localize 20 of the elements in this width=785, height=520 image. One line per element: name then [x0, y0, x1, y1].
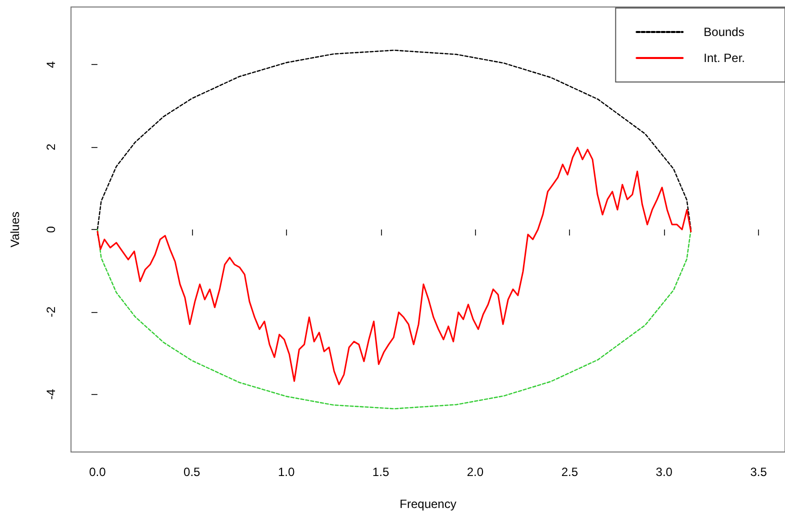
y-tick-label: -2 [44, 306, 58, 318]
y-tick-label: 4 [44, 61, 58, 68]
x-tick-label: 0.5 [184, 465, 201, 479]
x-axis-title: Frequency [400, 497, 456, 511]
x-tick-label: 1.0 [278, 465, 295, 479]
y-tick-label: -4 [44, 388, 58, 400]
x-tick-label: 2.5 [561, 465, 578, 479]
line-series [96, 146, 692, 386]
legend-label: Int. Per. [704, 51, 746, 65]
x-tick-label: 1.5 [372, 465, 390, 479]
x-tick-label: 3.5 [750, 465, 768, 479]
y-tick-label: 0 [44, 226, 58, 233]
x-tick-label: 3.0 [656, 465, 673, 479]
line-series [96, 50, 692, 230]
x-tick-label: 2.0 [466, 465, 484, 479]
x-tick-label: 0.0 [89, 465, 106, 479]
legend-label: Bounds [704, 25, 744, 39]
y-tick-label: 2 [44, 143, 58, 150]
y-axis-title: Values [8, 212, 22, 248]
line-series [96, 228, 692, 410]
